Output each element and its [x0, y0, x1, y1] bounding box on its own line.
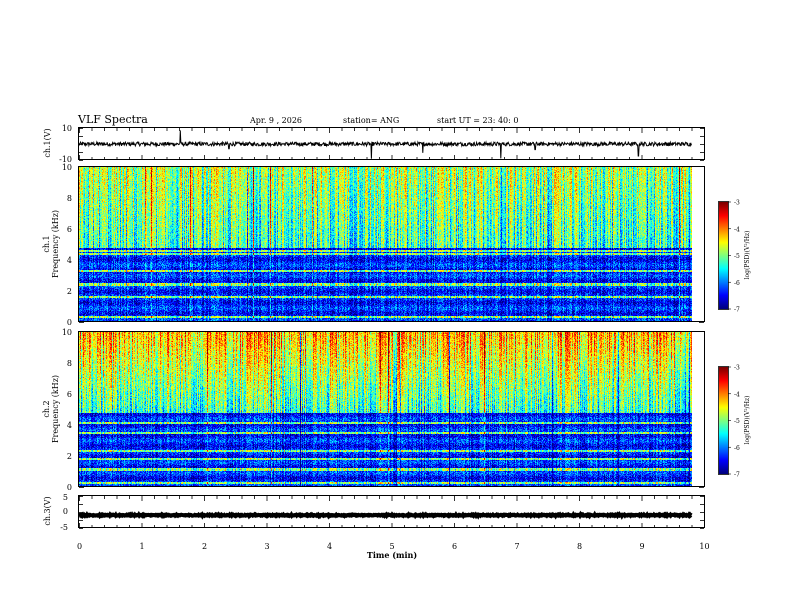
y-tick-label: 10	[62, 163, 72, 172]
x-tick-label: 2	[202, 542, 207, 551]
ch1-colorbar: -3 -4 -5 -6 -7 log(PSD)(V²/Hz)	[718, 200, 751, 314]
y-tick-label: 2	[67, 287, 72, 296]
colorbar-label: log(PSD)(V²/Hz)	[744, 231, 751, 280]
colorbar-label: log(PSD)(V²/Hz)	[744, 396, 751, 445]
y-tick-label: 0	[67, 318, 72, 327]
x-tick-labels: 0 1 2 3 4 5 6 7 8 9 10	[77, 542, 710, 551]
colorbar-tick-label: -3	[734, 200, 740, 207]
x-axis-label: Time (min)	[367, 550, 417, 560]
ch1-colorbar-gradient	[719, 202, 728, 309]
ch3-waveform-ytick-top: 5	[63, 493, 68, 502]
ch1-spectrogram-yticklabels: 0 2 4 6 8 10	[62, 163, 72, 327]
date-label: Apr. 9 , 2026	[249, 116, 302, 125]
ch2-spectrogram-ylabel-frequency: Frequency (kHz)	[51, 375, 60, 443]
station-label: station= ANG	[343, 116, 399, 125]
colorbar-tick-label: -3	[734, 365, 740, 372]
colorbar-tick-label: -4	[734, 226, 740, 233]
x-tick-label: 6	[452, 542, 457, 551]
ch2-colorbar: -3 -4 -5 -6 -7 log(PSD)(V²/Hz)	[718, 365, 751, 479]
x-tick-label: 1	[139, 542, 144, 551]
y-tick-label: 4	[67, 421, 72, 430]
ch1-spectrogram-ylabel-frequency: Frequency (kHz)	[51, 210, 60, 278]
panel-ch1-spectrogram-frame	[78, 166, 705, 322]
x-tick-label: 7	[514, 542, 519, 551]
ch1-spectrogram-heatmap	[79, 167, 704, 321]
colorbar-tick-label: -4	[734, 391, 740, 398]
chart-title: VLF Spectra	[77, 113, 148, 126]
y-tick-label: 0	[67, 483, 72, 492]
colorbar-tick-label: -7	[734, 307, 740, 314]
colorbar-tick-label: -5	[734, 418, 740, 425]
x-tick-label: 3	[264, 542, 269, 551]
ch3-waveform-ytick-mid: 0	[63, 507, 68, 516]
ch3-waveform-trace	[77, 510, 693, 520]
y-tick-label: 4	[67, 256, 72, 265]
ch3-waveform-ylabel: ch.3(V)	[43, 496, 52, 525]
ch2-colorbar-gradient	[719, 367, 728, 474]
ch1-waveform-trace	[78, 130, 692, 159]
colorbar-tick-label: -7	[734, 472, 740, 479]
ch3-waveform-ytick-bottom: -5	[60, 523, 68, 532]
x-tick-label: 0	[77, 542, 82, 551]
y-tick-label: 2	[67, 452, 72, 461]
y-tick-label: 8	[67, 194, 72, 203]
panel-ch3-waveform-frame	[78, 495, 705, 528]
colorbar-tick-label: -6	[734, 280, 740, 287]
ch2-spectrogram-yticklabels: 0 2 4 6 8 10	[62, 328, 72, 492]
x-tick-label: 5	[389, 542, 394, 551]
ch1-waveform-ylabel: ch.1(V)	[43, 128, 52, 157]
start-ut-label: start UT = 23: 40: 0	[437, 116, 518, 125]
ch2-spectrogram-ylabel: ch.2	[42, 400, 51, 417]
y-tick-label: 6	[67, 225, 72, 234]
x-tick-label: 9	[639, 542, 644, 551]
ch1-waveform-ytick-top: 10	[62, 124, 72, 133]
x-tick-label: 4	[327, 542, 332, 551]
ch1-waveform-ytick-bottom: -10	[59, 155, 72, 164]
colorbar-tick-label: -6	[734, 445, 740, 452]
x-tick-label: 8	[577, 542, 582, 551]
colorbar-tick-label: -5	[734, 253, 740, 260]
y-tick-label: 8	[67, 359, 72, 368]
ch2-spectrogram-heatmap	[79, 332, 704, 486]
ch1-spectrogram-ylabel: ch.1	[42, 235, 51, 252]
y-tick-label: 10	[62, 328, 72, 337]
x-tick-label: 10	[699, 542, 709, 551]
y-tick-label: 6	[67, 390, 72, 399]
panel-ch2-spectrogram-frame	[78, 331, 705, 487]
